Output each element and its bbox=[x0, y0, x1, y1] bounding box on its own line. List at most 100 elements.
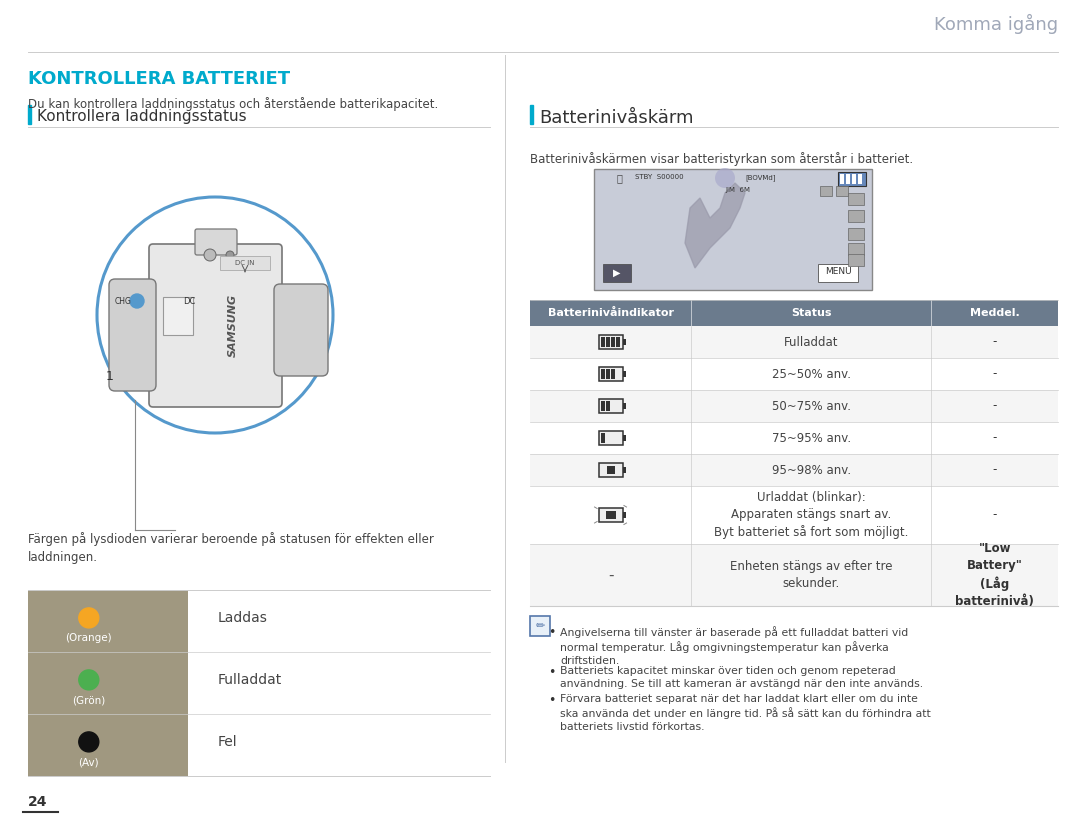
Text: •: • bbox=[549, 666, 556, 679]
Bar bbox=[607, 466, 615, 474]
Bar bbox=[598, 335, 622, 349]
Bar bbox=[840, 174, 843, 184]
Text: -: - bbox=[993, 509, 997, 522]
Bar bbox=[838, 172, 866, 186]
Text: -: - bbox=[993, 432, 997, 444]
Text: Urladdat (blinkar):
Apparaten stängs snart av.
Byt batteriet så fort som möjligt: Urladdat (blinkar): Apparaten stängs sna… bbox=[714, 490, 908, 539]
Bar bbox=[622, 371, 625, 377]
Bar bbox=[606, 337, 610, 347]
Bar bbox=[163, 297, 193, 335]
Text: STBY  S00000: STBY S00000 bbox=[635, 174, 684, 180]
Bar bbox=[600, 401, 605, 411]
Bar bbox=[611, 510, 615, 520]
Bar bbox=[530, 390, 1058, 422]
Bar bbox=[848, 243, 864, 255]
Text: Meddel.: Meddel. bbox=[970, 308, 1020, 318]
Bar bbox=[848, 228, 864, 240]
Bar bbox=[600, 433, 605, 443]
Bar bbox=[611, 337, 615, 347]
Bar bbox=[530, 358, 1058, 390]
Bar bbox=[220, 256, 270, 270]
Bar bbox=[606, 465, 610, 475]
Bar bbox=[598, 367, 622, 381]
FancyBboxPatch shape bbox=[594, 169, 872, 289]
Text: 24: 24 bbox=[28, 795, 48, 809]
Text: Fulladdat: Fulladdat bbox=[218, 673, 282, 687]
Circle shape bbox=[79, 732, 98, 752]
Bar bbox=[611, 433, 615, 443]
Text: Batterinivåindikator: Batterinivåindikator bbox=[548, 308, 674, 318]
Bar bbox=[603, 264, 631, 282]
Bar bbox=[530, 544, 1058, 606]
Bar bbox=[622, 512, 625, 518]
Text: Färgen på lysdioden varierar beroende på statusen för effekten eller
laddningen.: Färgen på lysdioden varierar beroende på… bbox=[28, 532, 434, 564]
Bar bbox=[530, 326, 1058, 358]
Text: Fel: Fel bbox=[218, 735, 238, 749]
Bar bbox=[28, 590, 188, 652]
Text: DC: DC bbox=[183, 297, 195, 306]
Text: 🐧: 🐧 bbox=[617, 173, 623, 183]
Text: DC IN: DC IN bbox=[235, 260, 255, 266]
Text: MENU: MENU bbox=[825, 267, 851, 276]
Bar bbox=[600, 510, 605, 520]
Text: SAMSUNG: SAMSUNG bbox=[228, 294, 238, 356]
Polygon shape bbox=[685, 183, 745, 268]
Bar bbox=[836, 186, 848, 196]
Circle shape bbox=[79, 608, 98, 628]
Bar bbox=[530, 454, 1058, 486]
Text: -: - bbox=[993, 367, 997, 380]
Bar bbox=[600, 369, 605, 379]
Bar bbox=[606, 369, 610, 379]
Text: •: • bbox=[549, 694, 556, 707]
Bar bbox=[598, 431, 622, 445]
Text: "Low
Battery"
(Låg
batterinivå): "Low Battery" (Låg batterinivå) bbox=[955, 542, 1034, 608]
Text: Kontrollera laddningsstatus: Kontrollera laddningsstatus bbox=[37, 109, 246, 124]
Bar bbox=[616, 337, 620, 347]
Text: Laddas: Laddas bbox=[218, 611, 268, 625]
Bar bbox=[818, 264, 858, 282]
Text: JIM  6M: JIM 6M bbox=[725, 187, 750, 193]
FancyBboxPatch shape bbox=[274, 284, 328, 376]
Circle shape bbox=[79, 670, 98, 690]
Text: -: - bbox=[608, 567, 613, 582]
Bar bbox=[820, 186, 832, 196]
Text: Batteriets kapacitet minskar över tiden och genom repeterad
användning. Se till : Batteriets kapacitet minskar över tiden … bbox=[561, 666, 923, 689]
Text: ✏: ✏ bbox=[536, 621, 544, 631]
Bar bbox=[598, 508, 622, 522]
Bar bbox=[616, 433, 620, 443]
Bar bbox=[616, 465, 620, 475]
Bar bbox=[858, 174, 862, 184]
Bar bbox=[606, 433, 610, 443]
Bar bbox=[848, 254, 864, 266]
Bar bbox=[530, 616, 550, 636]
Bar bbox=[530, 105, 534, 124]
Bar bbox=[622, 339, 625, 345]
Bar bbox=[530, 422, 1058, 454]
Bar bbox=[611, 369, 615, 379]
Text: Enheten stängs av efter tre
sekunder.: Enheten stängs av efter tre sekunder. bbox=[730, 560, 892, 590]
Text: Batterinivåskärmen visar batteristyrkan som återstår i batteriet.: Batterinivåskärmen visar batteristyrkan … bbox=[530, 152, 913, 166]
Text: ▶: ▶ bbox=[613, 268, 621, 278]
Text: CHG: CHG bbox=[114, 297, 132, 306]
Text: [BOVMd]: [BOVMd] bbox=[745, 174, 775, 181]
Text: Fulladdat: Fulladdat bbox=[784, 336, 838, 348]
Text: •: • bbox=[549, 626, 556, 639]
Text: Du kan kontrollera laddningsstatus och återstående batterikapacitet.: Du kan kontrollera laddningsstatus och å… bbox=[28, 97, 438, 111]
Text: Batterinivåskärm: Batterinivåskärm bbox=[539, 109, 693, 127]
Bar bbox=[606, 510, 610, 520]
Text: (Grön): (Grön) bbox=[72, 696, 106, 705]
Bar bbox=[600, 337, 605, 347]
Bar bbox=[28, 652, 188, 714]
Bar bbox=[530, 300, 1058, 326]
Bar bbox=[848, 210, 864, 222]
Text: Komma igång: Komma igång bbox=[934, 14, 1058, 34]
Bar bbox=[28, 105, 31, 124]
Text: Angivelserna till vänster är baserade på ett fulladdat batteri vid
normal temper: Angivelserna till vänster är baserade på… bbox=[561, 626, 908, 666]
Text: 1: 1 bbox=[106, 370, 113, 384]
Text: Status: Status bbox=[791, 308, 832, 318]
Bar bbox=[530, 486, 1058, 544]
Bar bbox=[598, 399, 622, 413]
Bar bbox=[852, 174, 856, 184]
Bar bbox=[598, 463, 622, 477]
Bar bbox=[616, 369, 620, 379]
